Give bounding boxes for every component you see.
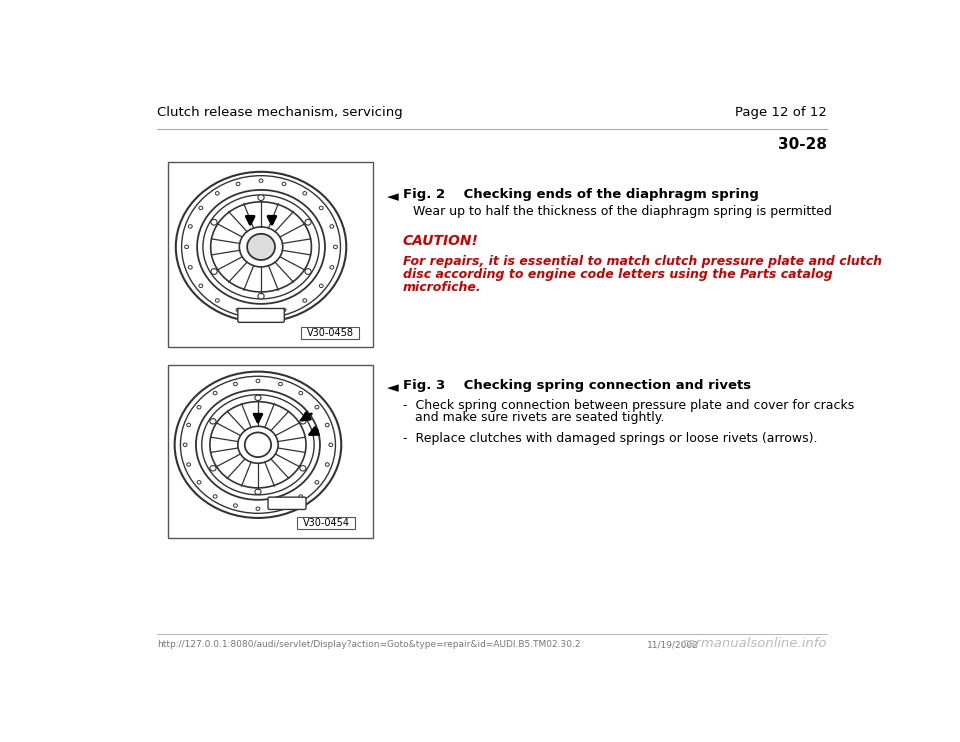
Ellipse shape [258, 194, 264, 200]
Ellipse shape [256, 507, 260, 510]
Ellipse shape [215, 299, 219, 302]
Ellipse shape [183, 443, 187, 447]
Ellipse shape [330, 266, 334, 269]
Ellipse shape [233, 382, 237, 386]
Ellipse shape [210, 202, 311, 292]
Text: V30-0458: V30-0458 [306, 328, 353, 338]
Ellipse shape [197, 190, 325, 304]
Ellipse shape [203, 195, 319, 299]
Ellipse shape [325, 423, 329, 427]
Ellipse shape [329, 443, 333, 447]
Ellipse shape [197, 405, 201, 409]
Ellipse shape [210, 401, 306, 488]
Ellipse shape [300, 465, 306, 471]
Ellipse shape [259, 312, 263, 315]
FancyBboxPatch shape [301, 327, 359, 339]
Text: For repairs, it is essential to match clutch pressure plate and clutch: For repairs, it is essential to match cl… [403, 255, 882, 268]
Ellipse shape [239, 227, 283, 267]
Text: and make sure rivets are seated tightly.: and make sure rivets are seated tightly. [403, 411, 664, 424]
Ellipse shape [300, 418, 306, 424]
FancyBboxPatch shape [298, 517, 355, 530]
Text: 30-28: 30-28 [778, 137, 827, 152]
Ellipse shape [176, 172, 347, 322]
Ellipse shape [320, 284, 324, 288]
Ellipse shape [333, 245, 337, 249]
Ellipse shape [236, 183, 240, 186]
Ellipse shape [254, 489, 261, 494]
Ellipse shape [199, 284, 203, 288]
Text: V30-0454: V30-0454 [302, 519, 349, 528]
Bar [168, 365, 373, 538]
Text: disc according to engine code letters using the Parts catalog: disc according to engine code letters us… [403, 268, 832, 280]
Ellipse shape [282, 308, 286, 312]
Text: ◄: ◄ [388, 380, 399, 395]
Ellipse shape [236, 308, 240, 312]
Text: Clutch release mechanism, servicing: Clutch release mechanism, servicing [157, 106, 403, 119]
Ellipse shape [233, 504, 237, 508]
Ellipse shape [202, 395, 314, 495]
Ellipse shape [258, 293, 264, 299]
Text: Wear up to half the thickness of the diaphragm spring is permitted: Wear up to half the thickness of the dia… [413, 205, 831, 217]
Text: Fig. 3    Checking spring connection and rivets: Fig. 3 Checking spring connection and ri… [403, 378, 751, 392]
Text: -  Check spring connection between pressure plate and cover for cracks: - Check spring connection between pressu… [403, 398, 854, 412]
Ellipse shape [184, 245, 188, 249]
Ellipse shape [188, 266, 192, 269]
Text: carmanualsonline.info: carmanualsonline.info [681, 637, 827, 650]
Ellipse shape [210, 418, 216, 424]
Ellipse shape [278, 504, 282, 508]
Text: 11/19/2002: 11/19/2002 [647, 640, 699, 649]
Text: -  Replace clutches with damaged springs or loose rivets (arrows).: - Replace clutches with damaged springs … [403, 433, 817, 445]
Ellipse shape [302, 191, 306, 195]
Ellipse shape [213, 391, 217, 395]
Ellipse shape [238, 427, 278, 463]
Ellipse shape [315, 481, 319, 484]
Ellipse shape [197, 481, 201, 484]
Text: microfiche.: microfiche. [403, 280, 482, 294]
Ellipse shape [196, 390, 320, 500]
Ellipse shape [187, 463, 191, 466]
FancyBboxPatch shape [238, 309, 284, 322]
Text: CAUTION!: CAUTION! [403, 234, 479, 248]
FancyBboxPatch shape [268, 497, 306, 510]
Text: ◄: ◄ [388, 189, 399, 204]
Ellipse shape [247, 234, 275, 260]
Ellipse shape [315, 405, 319, 409]
Ellipse shape [213, 495, 217, 498]
Text: Fig. 2    Checking ends of the diaphragm spring: Fig. 2 Checking ends of the diaphragm sp… [403, 188, 758, 200]
Ellipse shape [325, 463, 329, 466]
Ellipse shape [211, 269, 217, 275]
Ellipse shape [330, 225, 334, 228]
Ellipse shape [187, 423, 191, 427]
Ellipse shape [211, 220, 217, 225]
Ellipse shape [210, 465, 216, 471]
Ellipse shape [320, 206, 324, 210]
Ellipse shape [305, 269, 311, 275]
Ellipse shape [305, 220, 311, 225]
Ellipse shape [299, 391, 302, 395]
Ellipse shape [254, 395, 261, 401]
Ellipse shape [259, 179, 263, 183]
Ellipse shape [302, 299, 306, 302]
Ellipse shape [199, 206, 203, 210]
Bar [168, 162, 373, 347]
Text: Page 12 of 12: Page 12 of 12 [735, 106, 827, 119]
Ellipse shape [175, 372, 341, 518]
Ellipse shape [256, 379, 260, 383]
Ellipse shape [188, 225, 192, 228]
Ellipse shape [299, 495, 302, 498]
Text: http://127.0.0.1:8080/audi/servlet/Display?action=Goto&type=repair&id=AUDI.B5.TM: http://127.0.0.1:8080/audi/servlet/Displ… [157, 640, 581, 649]
Ellipse shape [278, 382, 282, 386]
Ellipse shape [245, 433, 271, 457]
Ellipse shape [282, 183, 286, 186]
Ellipse shape [215, 191, 219, 195]
